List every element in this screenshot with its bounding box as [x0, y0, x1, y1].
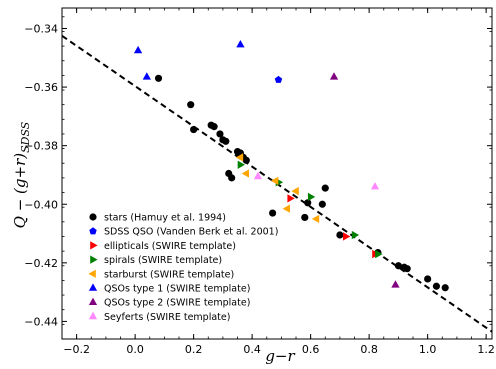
- y-tick-label: −0.44: [24, 315, 58, 328]
- data-point-s3-0: [237, 160, 245, 169]
- x-tick-label: 0.2: [185, 343, 203, 356]
- data-point-s0-26: [432, 282, 441, 290]
- data-point-s1-0: [274, 75, 283, 83]
- data-point-s0-20: [336, 231, 344, 239]
- data-point-s0-5: [216, 130, 224, 138]
- data-point-s0-27: [441, 284, 449, 292]
- y-tick-label: −0.34: [24, 23, 58, 36]
- data-point-s0-24: [403, 265, 411, 273]
- legend-marker-1: [89, 227, 97, 235]
- data-point-s5-0: [133, 45, 143, 54]
- legend-entry: stars (Hamuy et al. 1994): [104, 213, 226, 224]
- chart-marks: [62, 35, 492, 333]
- data-point-s0-9: [228, 174, 236, 182]
- data-point-s4-1: [241, 169, 249, 178]
- data-point-s4-4: [291, 186, 299, 196]
- chart-legend: stars (Hamuy et al. 1994) SDSS QSO (Vande…: [88, 213, 278, 323]
- data-point-s6-1: [391, 280, 400, 288]
- y-axis-label-main: Q − (g+r): [11, 153, 29, 229]
- legend-entry: Seyferts (SWIRE template): [104, 312, 230, 323]
- data-point-s2-1: [343, 232, 351, 241]
- x-tick-label: 0.8: [360, 343, 378, 356]
- data-point-s0-1: [187, 101, 195, 109]
- legend-marker-6: [88, 297, 98, 305]
- data-point-s0-18: [318, 200, 326, 208]
- chart-axes: −0.2 0.0 0.2 0.4 0.6 0.8 1.0 1.2 −0.34 −0.36 −0.38…: [24, 7, 495, 356]
- data-point-s2-0: [287, 194, 295, 203]
- legend-marker-0: [89, 213, 97, 221]
- y-axis-label-sub: SDSS: [19, 121, 32, 153]
- legend-marker-5: [88, 283, 98, 291]
- x-axis-label: g−r: [265, 347, 295, 365]
- y-tick-label: −0.40: [24, 198, 58, 211]
- data-point-s4-5: [311, 214, 320, 223]
- data-point-s0-0: [154, 74, 163, 82]
- data-point-s0-4: [210, 123, 218, 131]
- x-tick-label: 1.2: [477, 343, 495, 356]
- legend-entry: QSOs type 1 (SWIRE template): [104, 284, 250, 295]
- y-tick-label: −0.38: [24, 140, 58, 153]
- legend-marker-3: [90, 255, 98, 264]
- data-point-s0-22: [394, 262, 402, 270]
- x-tick-label: 0.6: [302, 343, 320, 356]
- legend-entry: QSOs type 2 (SWIRE template): [104, 298, 250, 309]
- data-point-s0-2: [190, 125, 198, 134]
- data-point-s0-7: [222, 137, 230, 145]
- legend-entry: SDSS QSO (Vanden Berk et al. 2001): [104, 227, 278, 238]
- data-point-s3-2: [307, 192, 316, 202]
- data-point-s5-1: [142, 72, 151, 80]
- data-point-s7-0: [253, 171, 263, 180]
- x-tick-label: 0.0: [126, 343, 144, 356]
- legend-entry: spirals (SWIRE template): [104, 255, 222, 266]
- data-point-s4-3: [282, 204, 290, 213]
- y-tick-label: −0.42: [24, 257, 58, 270]
- x-tick-label: −0.2: [63, 343, 90, 356]
- data-point-s0-19: [321, 184, 329, 192]
- legend-marker-2: [90, 241, 98, 250]
- y-tick-label: −0.36: [24, 81, 58, 94]
- legend-entry: starburst (SWIRE template): [104, 269, 234, 280]
- data-point-s7-1: [370, 182, 380, 190]
- y-axis-label: Q − (g+r)SDSS: [11, 121, 32, 228]
- data-point-s0-17: [304, 199, 312, 207]
- legend-entry: ellipticals (SWIRE template): [104, 241, 236, 252]
- data-point-s4-2: [270, 176, 279, 185]
- plot-frame: [61, 7, 493, 340]
- x-tick-label: 0.4: [243, 343, 261, 356]
- data-point-s6-0: [329, 72, 339, 80]
- data-point-s0-14: [242, 156, 250, 164]
- x-tick-label: 1.0: [419, 343, 437, 356]
- data-point-s0-25: [424, 275, 432, 283]
- svg-text:Q − (g+r)SDSS: Q − (g+r)SDSS: [11, 121, 32, 228]
- data-point-s4-0: [235, 153, 244, 162]
- legend-marker-7: [88, 311, 98, 320]
- data-point-s3-3: [351, 230, 360, 240]
- data-point-s3-4: [375, 249, 383, 259]
- data-point-s5-2: [236, 40, 245, 48]
- data-point-s0-15: [269, 209, 277, 217]
- data-point-s0-16: [301, 213, 309, 222]
- legend-marker-4: [88, 269, 96, 278]
